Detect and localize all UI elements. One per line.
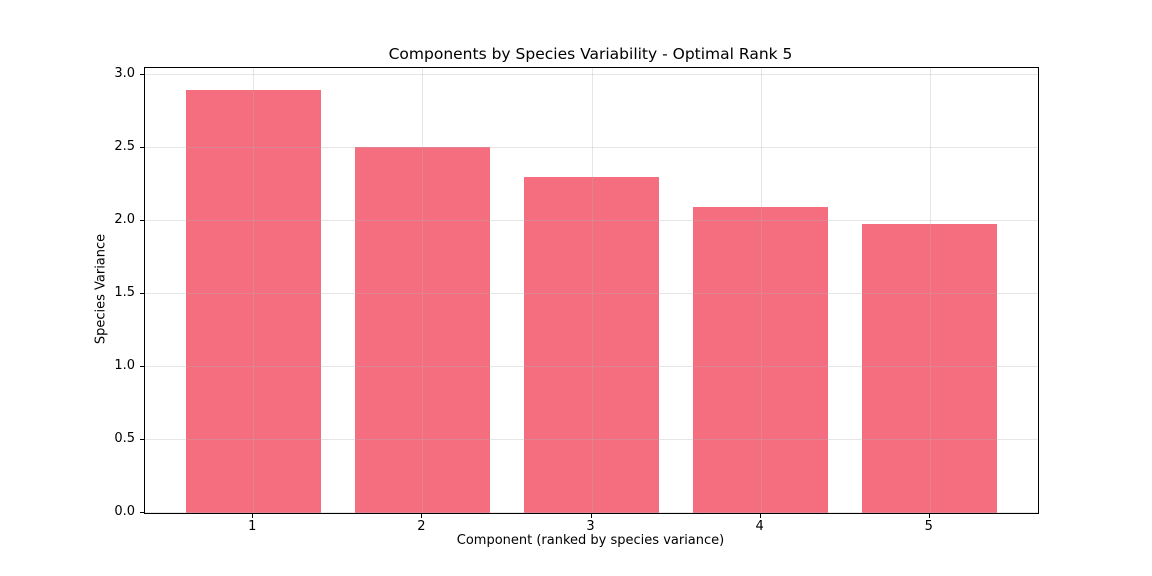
horizontal-gridline <box>145 439 1038 441</box>
x-tick-label: 1 <box>248 519 257 534</box>
x-tick-label: 3 <box>586 519 595 534</box>
x-tick-label: 4 <box>755 519 764 534</box>
y-tick-mark <box>140 293 144 295</box>
y-tick-mark <box>140 74 144 76</box>
plot-area <box>144 67 1039 514</box>
horizontal-gridline <box>145 366 1038 368</box>
x-tick-label: 5 <box>924 519 933 534</box>
x-tick-mark <box>421 514 423 518</box>
y-tick-mark <box>140 439 144 441</box>
y-tick-label: 2.0 <box>114 212 135 228</box>
horizontal-gridline <box>145 293 1038 295</box>
y-tick-label: 0.5 <box>114 431 135 447</box>
y-tick-mark <box>140 147 144 149</box>
x-axis-label: Component (ranked by species variance) <box>456 533 725 548</box>
x-tick-mark <box>928 514 930 518</box>
vertical-gridline <box>760 68 762 513</box>
vertical-gridline <box>422 68 424 513</box>
y-tick-label: 1.5 <box>114 285 135 301</box>
y-tick-label: 2.5 <box>114 139 135 155</box>
bar <box>862 224 998 513</box>
y-tick-label: 1.0 <box>114 358 135 374</box>
x-tick-label: 2 <box>417 519 426 534</box>
bars-layer <box>145 68 1038 513</box>
x-tick-mark <box>252 514 254 518</box>
bar <box>185 89 321 513</box>
horizontal-gridline <box>145 74 1038 76</box>
y-tick-label: 3.0 <box>114 66 135 82</box>
horizontal-gridline <box>145 220 1038 222</box>
vertical-gridline <box>253 68 255 513</box>
bar <box>523 177 660 513</box>
x-tick-mark <box>759 514 761 518</box>
vertical-gridline <box>591 68 593 513</box>
vertical-gridline <box>929 68 931 513</box>
horizontal-gridline <box>145 512 1038 513</box>
grid-layer <box>145 68 1038 513</box>
y-tick-mark <box>140 220 144 222</box>
bar <box>692 206 829 513</box>
y-tick-mark <box>140 512 144 513</box>
x-tick-mark <box>590 514 592 518</box>
chart-title: Components by Species Variability - Opti… <box>388 45 793 63</box>
y-tick-label: 0.0 <box>114 504 135 519</box>
y-tick-mark <box>140 366 144 368</box>
horizontal-gridline <box>145 147 1038 149</box>
bar <box>354 146 491 513</box>
